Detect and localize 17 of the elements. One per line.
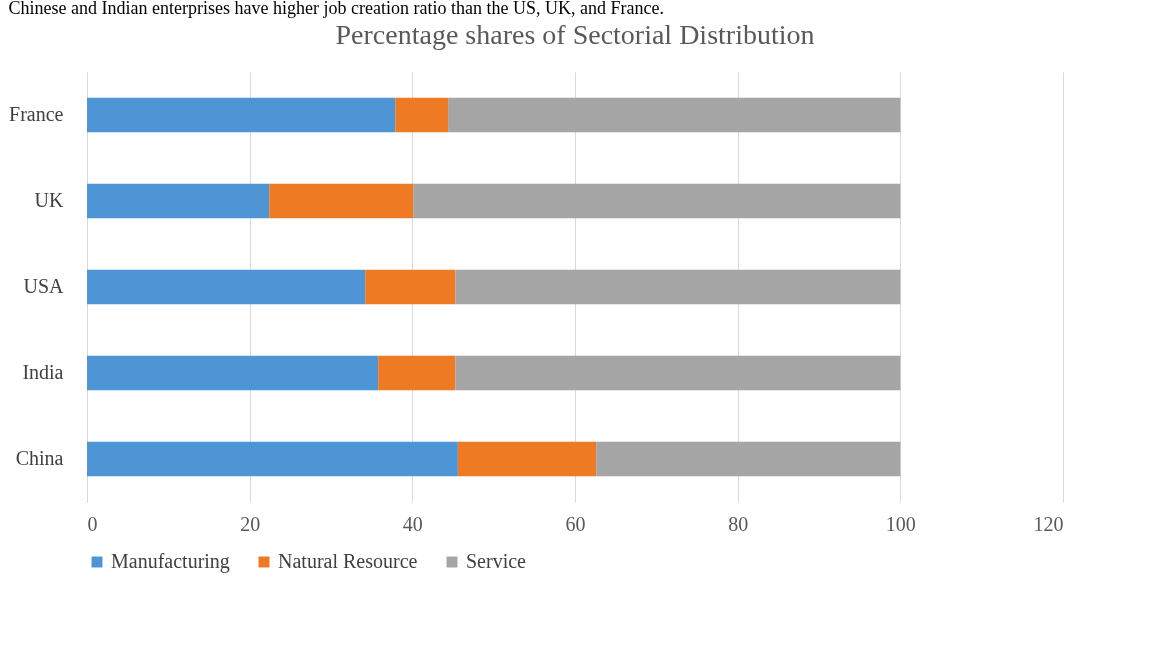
x-tick-label: 120 [1033,512,1064,535]
x-tick-label: 60 [565,512,586,535]
y-tick-label: USA [23,275,65,297]
x-tick-label: 20 [240,512,261,535]
y-tick-label: India [22,361,64,383]
x-tick-label: 100 [885,512,916,535]
text: Chinese and Indian enterprises have higher job creation ratio than the US, UK, and France. [8,0,664,18]
y-tick-label: UK [34,189,65,211]
x-tick-label: 40 [402,512,423,535]
x-tick-label: 0 [87,512,98,535]
legend-label: Manufacturing [111,550,230,573]
chart-title: Percentage shares of Sectorial Distribution [335,19,815,50]
y-tick-label: China [15,447,64,469]
x-tick-label: 80 [728,512,749,535]
y-tick-label: France [9,103,64,125]
legend-label: Service [466,550,527,572]
legend-label: Natural Resource [278,550,418,572]
